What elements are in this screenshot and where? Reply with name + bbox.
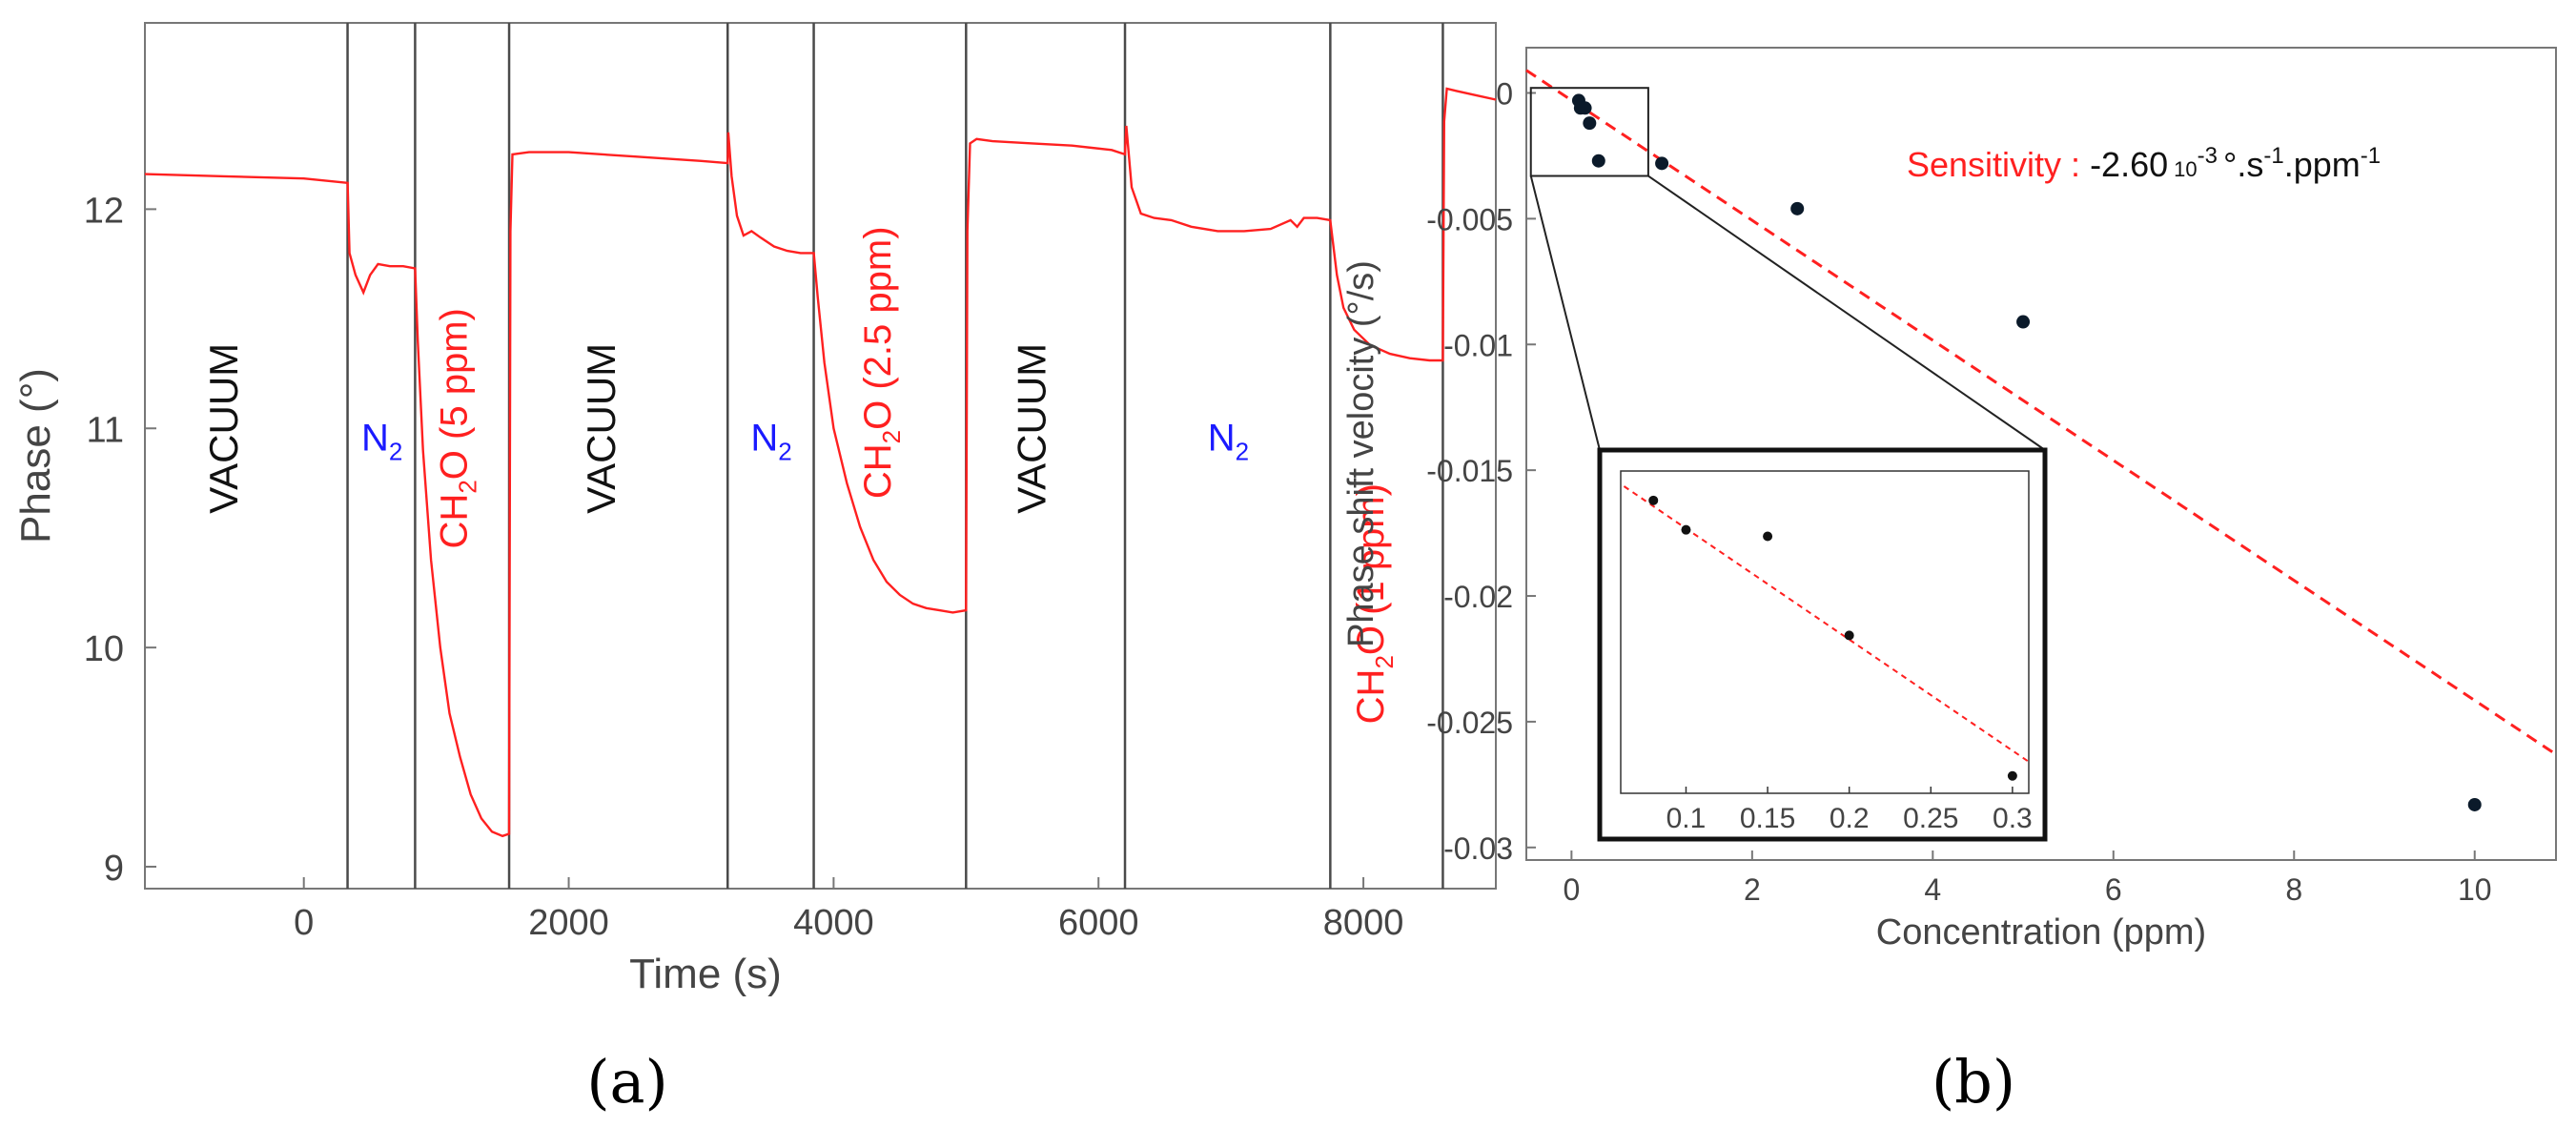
panel-b-x-ticks: 0 2 4 6 8 10 — [1563, 850, 2492, 907]
b-x-tick-label: 2 — [1744, 872, 1761, 907]
zoom-connector-right — [1647, 174, 2046, 451]
region-label-ch2o: CH2O (2.5 ppm) — [857, 226, 906, 499]
panel-a-y-axis-title: Phase (°) — [12, 368, 59, 543]
panel-a-label: (a) — [586, 1047, 667, 1117]
a-y-tick-label: 10 — [84, 629, 124, 669]
panel-b-plot-frame — [1525, 47, 2557, 861]
sensitivity-unit1: °.s — [2223, 145, 2263, 184]
panel-a-x-axis-title: Time (s) — [629, 951, 782, 997]
panel-b-y-axis-title: Phase shift velocity (°/s) — [1341, 260, 1381, 647]
panel-a-phase-curve — [144, 87, 1497, 838]
sensitivity-annotation: Sensitivity : -2.60 10-3 °.s-1.ppm-1 — [1907, 143, 2381, 184]
region-label-vacuum: VACUUM — [201, 343, 246, 514]
data-point — [1591, 154, 1605, 168]
inset-x-tick-label: 0.3 — [1993, 803, 2033, 834]
inset-x-tick-label: 0.2 — [1830, 803, 1870, 834]
sensitivity-value: -2.60 — [2090, 145, 2168, 184]
data-point — [1655, 156, 1669, 171]
panel-b-label: (b) — [1932, 1047, 2015, 1117]
panel-b-x-axis-title: Concentration (ppm) — [1876, 912, 2206, 953]
panel-a-x-ticks: 0 2000 4000 6000 8000 — [294, 877, 1403, 943]
data-point — [1583, 116, 1597, 131]
a-x-tick-label: 0 — [294, 903, 314, 943]
inset-x-tick-label: 0.1 — [1666, 803, 1707, 834]
panel-a-region-labels: VACUUM N2 CH2O (5 ppm) VACUUM N2 CH2O (2.5 pp… — [201, 226, 1399, 724]
inset-plot-frame — [1620, 470, 2030, 794]
panel-b-inset: 0.1 0.15 0.2 0.25 0.3 — [1597, 447, 2048, 842]
sensitivity-exp2: -1 — [2263, 143, 2283, 169]
b-x-tick-label: 4 — [1924, 872, 1941, 907]
panel-b-data-points — [1571, 93, 2482, 811]
region-label-ch2o: CH2O (1 ppm) — [1350, 483, 1399, 724]
b-y-tick-label: 0 — [1496, 76, 1513, 111]
a-x-tick-label: 2000 — [528, 903, 609, 943]
a-y-tick-label: 12 — [84, 191, 124, 231]
region-label-vacuum: VACUUM — [1010, 343, 1054, 514]
b-y-tick-label: -0.015 — [1426, 454, 1513, 488]
inset-data-point — [1763, 531, 1773, 542]
b-y-tick-label: -0.02 — [1443, 580, 1513, 614]
data-point — [1578, 101, 1592, 115]
sensitivity-unit2: .ppm — [2284, 145, 2361, 184]
sensitivity-mult: 10 — [2174, 157, 2197, 181]
b-y-tick-label: -0.025 — [1426, 706, 1513, 740]
panel-a-y-ticks: 9 10 11 12 — [84, 191, 156, 889]
panel-a-region-boundaries — [346, 23, 1444, 889]
sensitivity-label: Sensitivity : — [1907, 145, 2090, 184]
inset-x-tick-label: 0.15 — [1740, 803, 1795, 834]
a-y-tick-label: 9 — [104, 849, 124, 889]
sensitivity-exp1: -3 — [2198, 143, 2218, 169]
b-y-tick-label: -0.03 — [1443, 831, 1513, 866]
panel-b-fit-line — [1525, 69, 2557, 756]
b-x-tick-label: 6 — [2105, 872, 2122, 907]
panel-a-phase-vs-time: 0 2000 4000 6000 8000 9 10 11 12 VACUUM N2 CH2O (… — [12, 22, 1497, 1117]
zoom-connector-left — [1529, 175, 1601, 451]
region-label-n2: N2 — [750, 417, 791, 465]
b-y-tick-label: -0.005 — [1426, 202, 1513, 236]
a-y-tick-label: 11 — [87, 410, 124, 450]
sensitivity-exp3: -1 — [2361, 143, 2381, 169]
data-point — [2467, 797, 2482, 811]
b-x-tick-label: 8 — [2285, 872, 2302, 907]
panel-b-phase-shift-velocity: 0 2 4 6 8 10 0 -0.005 -0.01 -0.015 -0.02 -0.025 -0.… — [1341, 47, 2557, 1117]
a-x-tick-label: 6000 — [1058, 903, 1139, 943]
inset-fit-line — [1623, 485, 2030, 763]
panel-b-y-ticks: 0 -0.005 -0.01 -0.015 -0.02 -0.025 -0.03 — [1426, 76, 1536, 866]
zoom-region-box — [1529, 87, 1649, 177]
panel-b-zoom-callout — [1529, 87, 2046, 451]
region-label-ch2o: CH2O (5 ppm) — [434, 308, 482, 548]
region-label-vacuum: VACUUM — [579, 343, 624, 514]
a-x-tick-label: 4000 — [793, 903, 874, 943]
b-x-tick-label: 10 — [2458, 872, 2492, 907]
data-point — [2016, 315, 2031, 329]
inset-data-point — [2007, 770, 2017, 781]
inset-x-tick-label: 0.25 — [1903, 803, 1958, 834]
inset-data-point — [1648, 495, 1659, 505]
region-label-n2: N2 — [361, 417, 402, 465]
panel-a-plot-frame — [144, 22, 1497, 890]
b-x-tick-label: 0 — [1563, 872, 1580, 907]
b-y-tick-label: -0.01 — [1443, 328, 1513, 362]
inset-outer-frame — [1597, 447, 2048, 842]
region-label-n2: N2 — [1208, 417, 1249, 465]
data-point — [1790, 201, 1805, 215]
a-x-tick-label: 8000 — [1323, 903, 1404, 943]
inset-data-point — [1681, 524, 1691, 535]
inset-data-point — [1844, 630, 1854, 641]
